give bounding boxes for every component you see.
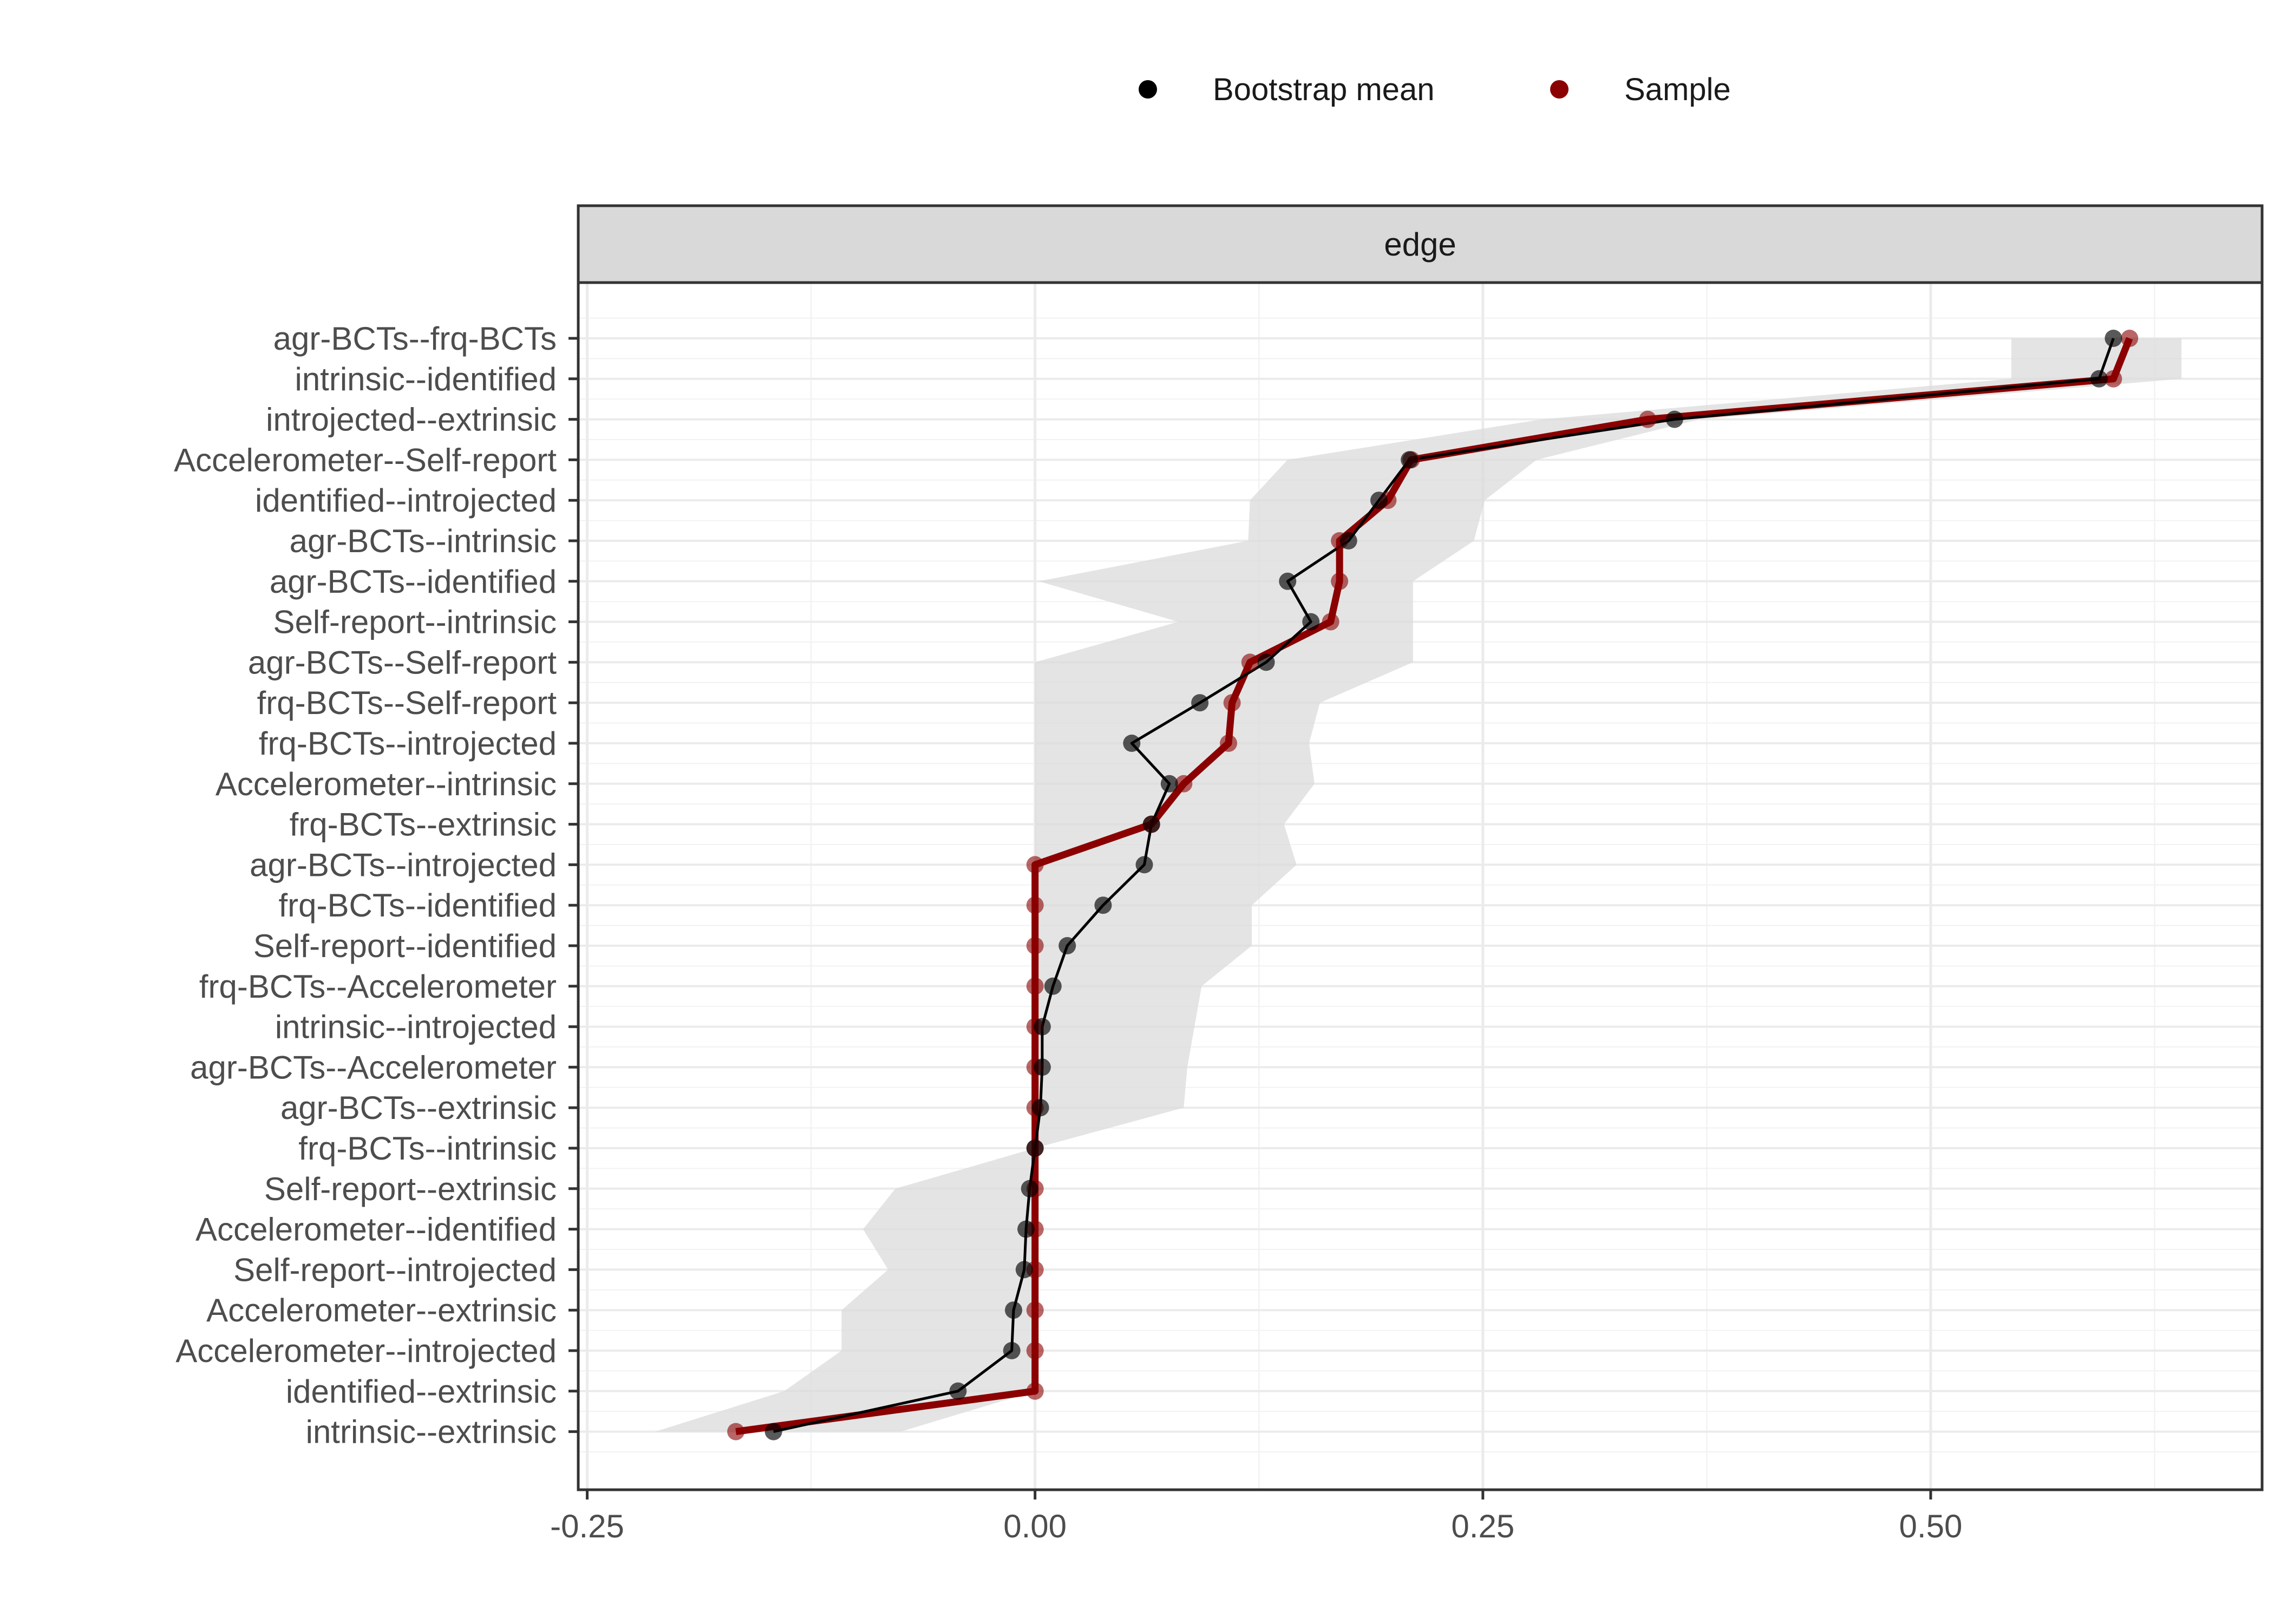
x-tick-label: 0.50: [1899, 1508, 1963, 1544]
y-tick-label: agr-BCTs--introjected: [250, 847, 557, 883]
data-point-bootstrap-mean: [1094, 896, 1112, 914]
y-tick-label: intrinsic--identified: [295, 361, 557, 397]
data-point-bootstrap-mean: [1058, 937, 1076, 954]
data-point-sample: [1026, 1342, 1044, 1359]
data-point-bootstrap-mean: [1665, 410, 1683, 428]
y-tick-label: Accelerometer--Self-report: [174, 442, 557, 478]
x-tick-label: 0.00: [1003, 1508, 1067, 1544]
data-point-sample: [1220, 735, 1237, 752]
y-tick-label: intrinsic--extrinsic: [306, 1414, 557, 1450]
data-point-bootstrap-mean: [2090, 370, 2108, 388]
data-point-sample: [1026, 977, 1044, 995]
legend-marker-bootstrap-mean: [1139, 80, 1157, 99]
data-point-sample: [1175, 775, 1193, 793]
y-tick-label: agr-BCTs--intrinsic: [290, 523, 557, 559]
ci-band-area: [655, 338, 2182, 1432]
y-tick-label: agr-BCTs--frq-BCTs: [273, 320, 557, 357]
y-tick-label: frq-BCTs--intrinsic: [298, 1130, 557, 1167]
data-point-bootstrap-mean: [1257, 653, 1275, 671]
y-tick-label: Self-report--identified: [253, 928, 557, 964]
y-tick-label: Accelerometer--extrinsic: [206, 1292, 557, 1328]
data-point-sample: [1639, 410, 1657, 428]
data-point-bootstrap-mean: [1401, 451, 1419, 469]
data-point-bootstrap-mean: [1033, 1018, 1051, 1036]
y-tick-label: Accelerometer--identified: [195, 1212, 557, 1248]
data-point-bootstrap-mean: [1302, 613, 1320, 631]
data-point-bootstrap-mean: [1017, 1220, 1035, 1238]
series-line-bootstrap-mean: [773, 338, 2115, 1433]
y-tick-label: identified--introjected: [255, 482, 557, 519]
data-point-bootstrap-mean: [1142, 815, 1160, 833]
data-point-sample: [727, 1423, 745, 1440]
y-tick-label: agr-BCTs--Accelerometer: [190, 1049, 557, 1085]
legend: Bootstrap mean Sample: [1139, 72, 1731, 107]
data-point-bootstrap-mean: [1279, 572, 1297, 590]
data-point-bootstrap-mean: [1015, 1261, 1033, 1279]
data-point-sample: [2105, 370, 2122, 388]
data-point-sample: [1331, 572, 1349, 590]
confidence-band: [655, 338, 2182, 1432]
x-tick-label: 0.25: [1451, 1508, 1514, 1544]
x-tick-label: -0.25: [550, 1508, 624, 1544]
y-tick-label: agr-BCTs--Self-report: [248, 644, 557, 680]
data-point-sample: [1223, 694, 1241, 712]
data-point-bootstrap-mean: [1003, 1342, 1021, 1359]
data-point-bootstrap-mean: [1370, 492, 1388, 509]
data-point-sample: [1026, 856, 1044, 874]
y-tick-label: frq-BCTs--Self-report: [257, 685, 557, 721]
data-point-bootstrap-mean: [1160, 775, 1178, 793]
legend-label-sample: Sample: [1624, 72, 1731, 107]
y-tick-label: intrinsic--introjected: [275, 1009, 557, 1045]
y-tick-label: Accelerometer--intrinsic: [215, 766, 557, 802]
panel-border: [577, 281, 2264, 1491]
y-tick-label: Self-report--introjected: [233, 1252, 557, 1288]
data-point-bootstrap-mean: [1191, 694, 1209, 712]
y-tick-label: Self-report--intrinsic: [273, 604, 557, 640]
data-point-sample: [1026, 937, 1044, 954]
data-point-bootstrap-mean: [1005, 1301, 1022, 1319]
data-point-bootstrap-mean: [764, 1423, 782, 1440]
x-axis: -0.25 0.00 0.25 0.50: [550, 1490, 1962, 1544]
y-tick-label: introjected--extrinsic: [266, 402, 557, 438]
data-point-bootstrap-mean: [1026, 1140, 1044, 1157]
data-point-bootstrap-mean: [2105, 330, 2122, 347]
data-point-bootstrap-mean: [1339, 532, 1357, 549]
data-point-bootstrap-mean: [1123, 735, 1141, 752]
data-point-sample: [1026, 1301, 1044, 1319]
y-tick-label: frq-BCTs--Accelerometer: [199, 968, 557, 1005]
data-point-bootstrap-mean: [1044, 977, 1062, 995]
data-point-sample: [1026, 1382, 1044, 1400]
facet-strip: edge: [577, 204, 2264, 284]
data-point-bootstrap-mean: [1033, 1058, 1051, 1076]
y-tick-label: frq-BCTs--extrinsic: [290, 807, 557, 843]
data-point-bootstrap-mean: [1135, 856, 1153, 874]
y-tick-label: Self-report--extrinsic: [264, 1171, 557, 1207]
y-tick-label: agr-BCTs--identified: [270, 564, 557, 600]
data-point-bootstrap-mean: [1031, 1099, 1049, 1117]
y-tick-label: frq-BCTs--introjected: [259, 725, 557, 762]
y-tick-label: agr-BCTs--extrinsic: [280, 1090, 557, 1126]
y-tick-label: Accelerometer--introjected: [175, 1333, 557, 1369]
data-point-bootstrap-mean: [949, 1382, 967, 1400]
y-tick-label: frq-BCTs--identified: [279, 887, 557, 924]
plot-panel: [577, 281, 2264, 1491]
legend-marker-sample: [1550, 80, 1569, 99]
y-axis: agr-BCTs--frq-BCTs intrinsic--identified i…: [174, 320, 578, 1450]
legend-label-bootstrap-mean: Bootstrap mean: [1213, 72, 1434, 107]
y-tick-label: identified--extrinsic: [286, 1373, 557, 1410]
data-point-sample: [1026, 896, 1044, 914]
data-point-sample: [1322, 613, 1339, 631]
data-point-sample: [2121, 330, 2139, 347]
data-point-bootstrap-mean: [1021, 1180, 1038, 1197]
data-point-sample: [1241, 653, 1259, 671]
facet-strip-label: edge: [1384, 226, 1456, 263]
series-layer: [727, 330, 2139, 1440]
